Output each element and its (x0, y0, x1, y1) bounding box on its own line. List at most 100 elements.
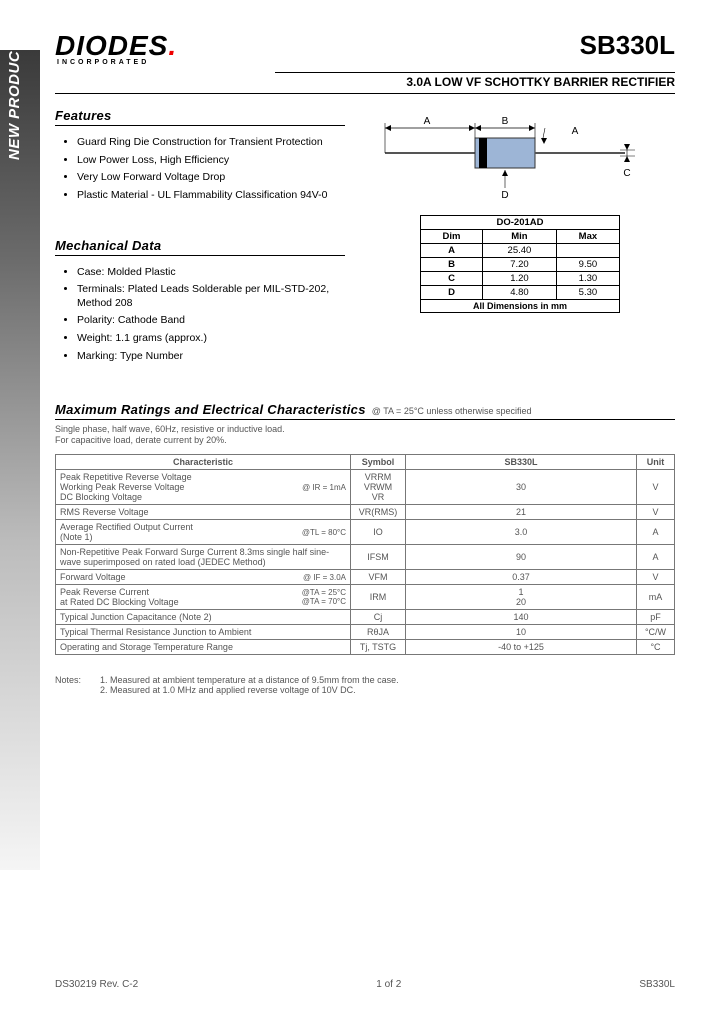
features-item: Low Power Loss, High Efficiency (77, 154, 345, 168)
char-condition: @TA = 25°C@TA = 70°C (296, 588, 346, 606)
dim-cell: 7.20 (483, 258, 557, 272)
char-symbol: IO (351, 520, 406, 545)
char-symbol: RθJA (351, 625, 406, 640)
char-row: Forward Voltage@ IF = 3.0AVFM0.37V (56, 570, 675, 585)
dim-cell (556, 244, 619, 258)
char-value: 3.0 (406, 520, 637, 545)
dim-cell: 9.50 (556, 258, 619, 272)
max-ratings-title: Maximum Ratings and Electrical Character… (55, 402, 366, 417)
char-unit: °C (637, 640, 675, 655)
sidebar-label: NEW PRODUCT (6, 41, 23, 160)
dim-col-header: Max (556, 230, 619, 244)
char-value: 21 (406, 505, 637, 520)
footer: DS30219 Rev. C-2 1 of 2 SB330L (55, 979, 675, 990)
svg-text:A: A (424, 116, 431, 127)
package-diagram: A B A C (365, 108, 675, 203)
mechanical-list: Case: Molded Plastic Terminals: Plated Le… (77, 266, 345, 364)
char-condition: @ IR = 1mA (296, 483, 346, 492)
char-value: 0.37 (406, 570, 637, 585)
dim-col-header: Dim (421, 230, 483, 244)
dim-cell: 1.20 (483, 272, 557, 286)
dim-cell: 25.40 (483, 244, 557, 258)
header: DIODES. INCORPORATED SB330L (55, 30, 675, 66)
char-col-header: SB330L (406, 455, 637, 470)
char-row: Typical Junction Capacitance (Note 2) Cj1… (56, 610, 675, 625)
char-cell: Average Rectified Output Current(Note 1)… (56, 520, 351, 545)
char-condition: @ IF = 3.0A (297, 573, 346, 582)
char-value: 140 (406, 610, 637, 625)
char-symbol: Tj, TSTG (351, 640, 406, 655)
sidebar-gradient (0, 50, 40, 870)
svg-text:C: C (623, 168, 630, 179)
part-number: SB330L (580, 30, 675, 61)
max-ratings-section: Maximum Ratings and Electrical Character… (55, 402, 675, 655)
logo-text: DIODES. (55, 30, 205, 62)
char-cell: Non-Repetitive Peak Forward Surge Curren… (56, 545, 351, 570)
char-col-header: Unit (637, 455, 675, 470)
char-name: Operating and Storage Temperature Range (60, 642, 233, 652)
mechanical-item: Terminals: Plated Leads Solderable per M… (77, 283, 345, 310)
footer-right: SB330L (639, 979, 675, 990)
dimension-table: DO-201AD DimMinMax A25.40B7.209.50C1.201… (420, 215, 620, 300)
dim-table-title: DO-201AD (421, 216, 620, 230)
char-table-header: CharacteristicSymbolSB330LUnit (56, 455, 675, 470)
char-unit: V (637, 470, 675, 505)
svg-text:B: B (502, 116, 509, 127)
svg-text:A: A (572, 126, 579, 137)
char-unit: pF (637, 610, 675, 625)
char-row: Average Rectified Output Current(Note 1)… (56, 520, 675, 545)
dim-cell: D (421, 286, 483, 300)
dim-row: D4.805.30 (421, 286, 620, 300)
footer-center: 1 of 2 (376, 979, 401, 990)
char-symbol: IFSM (351, 545, 406, 570)
char-unit: A (637, 545, 675, 570)
mechanical-title: Mechanical Data (55, 238, 345, 256)
mechanical-item: Polarity: Cathode Band (77, 314, 345, 328)
dim-table-header: DimMinMax (421, 230, 620, 244)
char-symbol: IRM (351, 585, 406, 610)
char-col-header: Symbol (351, 455, 406, 470)
dim-cell: C (421, 272, 483, 286)
char-name: Typical Junction Capacitance (Note 2) (60, 612, 212, 622)
mechanical-item: Weight: 1.1 grams (approx.) (77, 332, 345, 346)
char-value: 120 (406, 585, 637, 610)
char-value: -40 to +125 (406, 640, 637, 655)
dim-cell: A (421, 244, 483, 258)
char-row: Operating and Storage Temperature Range T… (56, 640, 675, 655)
mechanical-item: Case: Molded Plastic (77, 266, 345, 280)
char-cell: Peak Repetitive Reverse VoltageWorking P… (56, 470, 351, 505)
char-cell: Peak Reverse Currentat Rated DC Blocking… (56, 585, 351, 610)
char-unit: V (637, 505, 675, 520)
char-unit: A (637, 520, 675, 545)
svg-text:D: D (501, 190, 508, 201)
notes-section: Notes: 1. Measured at ambient temperatur… (55, 675, 675, 695)
char-cell: Forward Voltage @ IF = 3.0A (56, 570, 351, 585)
char-name: Average Rectified Output Current(Note 1) (60, 522, 193, 542)
logo-subtext: INCORPORATED (55, 59, 205, 66)
left-column: Features Guard Ring Die Construction for… (55, 108, 345, 367)
char-cell: Typical Junction Capacitance (Note 2) (56, 610, 351, 625)
char-symbol: VFM (351, 570, 406, 585)
char-value: 30 (406, 470, 637, 505)
char-value: 90 (406, 545, 637, 570)
char-cell: Operating and Storage Temperature Range (56, 640, 351, 655)
note-item: 2. Measured at 1.0 MHz and applied rever… (100, 685, 399, 695)
page-content: DIODES. INCORPORATED SB330L 3.0A LOW VF … (55, 30, 675, 695)
char-symbol: Cj (351, 610, 406, 625)
characteristics-table: CharacteristicSymbolSB330LUnit Peak Repe… (55, 454, 675, 655)
notes-label: Notes: (55, 675, 100, 695)
char-name: Peak Reverse Currentat Rated DC Blocking… (60, 587, 179, 607)
notes-items: 1. Measured at ambient temperature at a … (100, 675, 399, 695)
char-value: 10 (406, 625, 637, 640)
note-item: 1. Measured at ambient temperature at a … (100, 675, 399, 685)
dim-col-header: Min (483, 230, 557, 244)
two-column-layout: Features Guard Ring Die Construction for… (55, 108, 675, 367)
char-unit: mA (637, 585, 675, 610)
char-name: Forward Voltage (60, 572, 126, 582)
features-item: Guard Ring Die Construction for Transien… (77, 136, 345, 150)
features-item: Very Low Forward Voltage Drop (77, 171, 345, 185)
logo-dot-icon: . (168, 30, 177, 61)
max-ratings-preamble: Single phase, half wave, 60Hz, resistive… (55, 424, 675, 446)
dim-cell: 5.30 (556, 286, 619, 300)
subtitle-row: 3.0A LOW VF SCHOTTKY BARRIER RECTIFIER (55, 72, 675, 89)
